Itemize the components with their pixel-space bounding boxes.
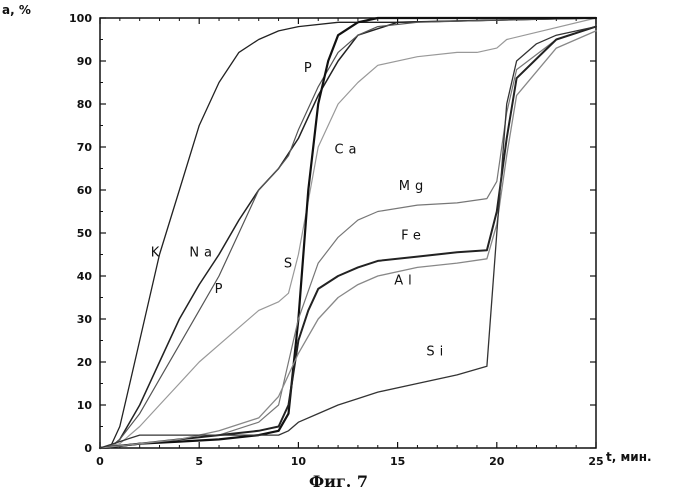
series-line-p [99,17,597,449]
curve-label-fe: Fe [401,228,426,243]
y-tick-label: 90 [77,55,93,68]
line-chart: 0 5 10 15 20 25 0 10 20 30 40 50 60 70 80 90 100 K Na P P S C… [2,3,652,468]
series-line-fe [99,25,597,449]
x-tick-label: 5 [195,455,203,468]
y-tick-label: 80 [77,98,93,111]
x-tick-label: 10 [291,455,307,468]
y-tick-label: 50 [77,227,93,240]
curve-label-si: Si [426,345,448,360]
x-tick-label: 20 [489,455,505,468]
curve-label-ca: Ca [334,142,361,157]
series-line-al [99,30,597,449]
curve-label-s: S [284,256,297,271]
axes: 0 5 10 15 20 25 0 10 20 30 40 50 60 70 80 90 100 [69,12,604,468]
y-tick-label: 70 [77,141,93,154]
y-tick-label: 0 [84,442,92,455]
x-tick-label: 15 [390,455,405,468]
x-tick-label: 0 [96,455,104,468]
series-line-na [99,17,597,449]
y-tick-label: 100 [69,12,92,25]
curve-label-al: Al [394,274,417,289]
figure-caption: Фиг. 7 [308,472,369,491]
series-line-si [99,25,597,449]
curve-label-na: Na [189,246,217,261]
y-tick-label: 30 [77,313,93,326]
x-tick-label: 25 [588,455,603,468]
curve-labels: K Na P P S Ca Mg Fe Al Si [151,61,448,360]
series-line-s [99,17,597,449]
y-tick-label: 10 [77,399,93,412]
series-line-ca [98,16,598,450]
curve-label-k: K [151,246,165,261]
y-tick-label: 60 [77,184,93,197]
curve-label-p: P [215,282,228,297]
y-tick-label: 20 [77,356,93,369]
y-axis-title: a, % [2,3,31,17]
plot-frame [99,17,597,449]
curve-label-mg: Mg [399,179,428,194]
curves [98,16,598,450]
curve-label-p: P [304,61,317,76]
series-line-k [99,17,597,449]
x-axis-title: t, мин. [606,450,652,464]
y-tick-label: 40 [77,270,93,283]
